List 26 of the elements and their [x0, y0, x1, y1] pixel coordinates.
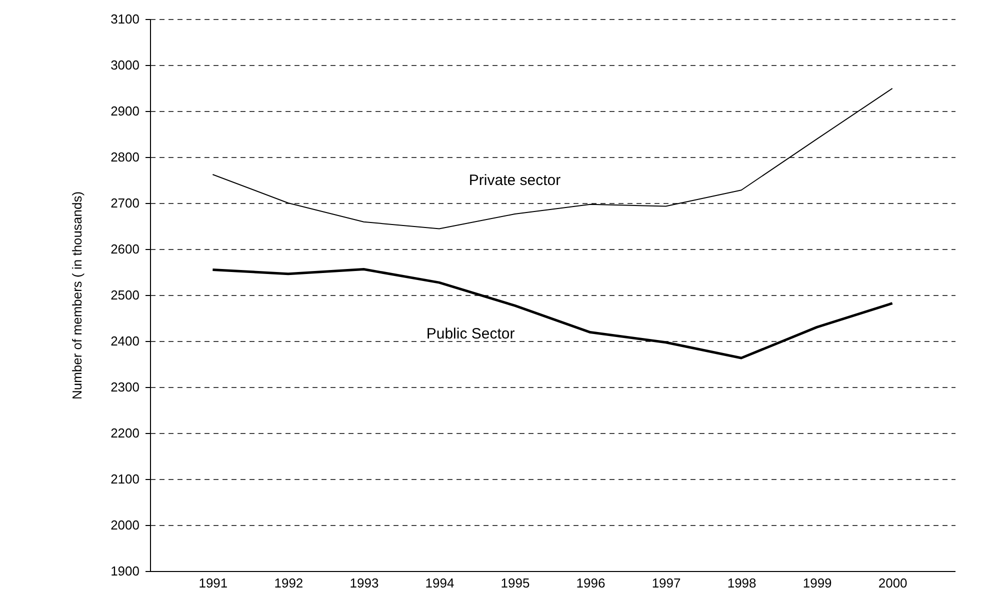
x-tick-label: 1996 [576, 576, 606, 590]
y-tick-label: 2200 [110, 426, 140, 440]
x-tick-label: 1991 [198, 576, 228, 590]
x-tick-label: 1997 [652, 576, 681, 590]
series-label: Private sector [468, 172, 561, 190]
y-tick-label: 2100 [110, 472, 140, 486]
x-tick-label: 2000 [878, 576, 908, 590]
y-tick-label: 3000 [110, 58, 140, 72]
x-tick-label: 1992 [274, 576, 304, 590]
x-tick-label: 1998 [727, 576, 756, 590]
y-tick-label: 1900 [110, 564, 140, 578]
y-tick-label: 2000 [110, 518, 140, 532]
y-tick-label: 2500 [110, 288, 140, 302]
x-tick-label: 1995 [500, 576, 530, 590]
y-tick-label: 2400 [110, 334, 140, 348]
series-label: Public Sector [426, 326, 515, 343]
x-tick-label: 1993 [350, 576, 379, 590]
y-tick-label: 2900 [110, 104, 140, 118]
y-tick-label: 2300 [110, 380, 140, 394]
y-tick-label: 2700 [110, 196, 140, 210]
y-axis-title: Number of members ( in thousands) [70, 191, 85, 400]
y-tick-label: 2600 [110, 242, 140, 256]
x-tick-label: 1994 [425, 576, 454, 590]
y-tick-label: 3100 [110, 12, 140, 26]
y-tick-label: 2800 [110, 150, 140, 164]
x-tick-label: 1999 [802, 576, 832, 590]
